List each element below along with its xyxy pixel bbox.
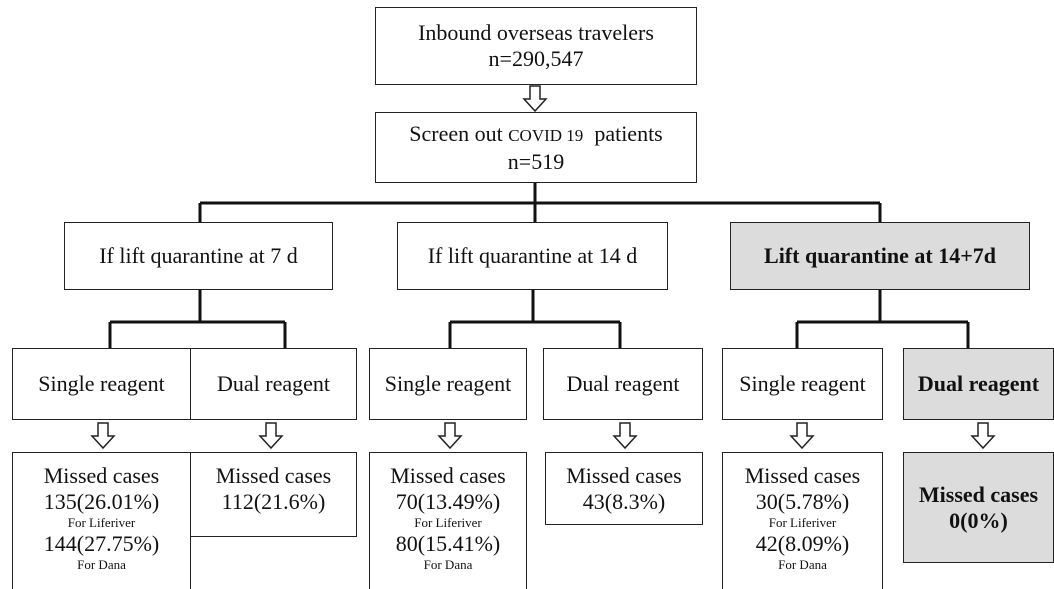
option-box: Single reagent: [722, 348, 883, 420]
text: For Dana: [77, 557, 126, 572]
text: Screen out: [409, 120, 503, 146]
result-box: Missed cases 30(5.78%) For Liferiver 42(…: [722, 452, 883, 589]
text: For Dana: [778, 557, 827, 572]
tree-line: [108, 290, 287, 348]
branch-box: If lift quarantine at 14 d: [397, 222, 668, 290]
arrow: [970, 422, 996, 450]
arrows: [90, 85, 996, 450]
arrow: [789, 422, 815, 450]
result-box: Missed cases 135(26.01%) For Liferiver 1…: [12, 452, 191, 589]
result-box: Missed cases 0(0%): [903, 452, 1054, 563]
result-box: Missed cases 43(8.3%): [545, 452, 703, 525]
text: 70(13.49%): [395, 489, 501, 514]
option-box: Single reagent: [369, 348, 527, 420]
branch-box: If lift quarantine at 7 d: [64, 222, 333, 290]
text: 135(26.01%): [43, 489, 160, 514]
text: Missed cases: [566, 463, 682, 488]
text: 43(8.3%): [582, 489, 666, 514]
text: For Liferiver: [768, 515, 837, 530]
text: Single reagent: [384, 371, 512, 396]
text: For Liferiver: [67, 515, 136, 530]
text: 0(0%): [949, 507, 1008, 533]
text: Dual reagent: [566, 371, 680, 396]
text: Single reagent: [38, 371, 165, 396]
tree-lines: [108, 183, 970, 348]
text: For Liferiver: [414, 515, 482, 530]
tree-line: [448, 290, 622, 348]
text: Screen out COVID 19 patients: [409, 121, 663, 149]
option-box: Dual reagent: [903, 348, 1054, 420]
text: 30(5.78%): [755, 489, 850, 514]
text: 144(27.75%): [43, 531, 160, 556]
tree-line: [198, 183, 882, 222]
text: Dual reagent: [917, 371, 1040, 396]
text: Dual reagent: [217, 371, 330, 396]
text: For Dana: [423, 557, 473, 572]
text: 112(21.6%): [221, 489, 326, 514]
text: Inbound overseas travelers: [418, 20, 654, 45]
text: Missed cases: [215, 463, 332, 488]
text: patients: [594, 120, 663, 146]
arrow: [612, 422, 638, 450]
text: Single reagent: [739, 371, 866, 396]
text: n=519: [507, 148, 565, 174]
result-box: Missed cases 70(13.49%) For Liferiver 80…: [369, 452, 527, 589]
arrow: [90, 422, 116, 450]
arrow: [522, 85, 548, 113]
arrow: [437, 422, 463, 450]
result-box: Missed cases 112(21.6%): [190, 452, 357, 537]
option-box: Dual reagent: [543, 348, 703, 420]
option-box: Dual reagent: [190, 348, 357, 420]
root-box: Inbound overseas travelers n=290,547: [375, 7, 697, 85]
text: Missed cases: [390, 463, 506, 488]
screen-box: Screen out COVID 19 patients n=519: [375, 112, 697, 183]
text: n=290,547: [488, 46, 584, 71]
option-box: Single reagent: [12, 348, 191, 420]
text: Lift quarantine at 14+7d: [764, 243, 996, 268]
branch-box: Lift quarantine at 14+7d: [730, 222, 1030, 290]
text: Missed cases: [43, 463, 160, 488]
text: Missed cases: [918, 481, 1039, 507]
text: If lift quarantine at 14 d: [427, 243, 638, 268]
text: Missed cases: [744, 463, 861, 488]
tree-line: [795, 290, 970, 348]
text: COVID 19: [508, 125, 584, 145]
text: 80(15.41%): [395, 531, 501, 556]
text: 42(8.09%): [755, 531, 850, 556]
text: If lift quarantine at 7 d: [99, 243, 298, 268]
arrow: [258, 422, 284, 450]
